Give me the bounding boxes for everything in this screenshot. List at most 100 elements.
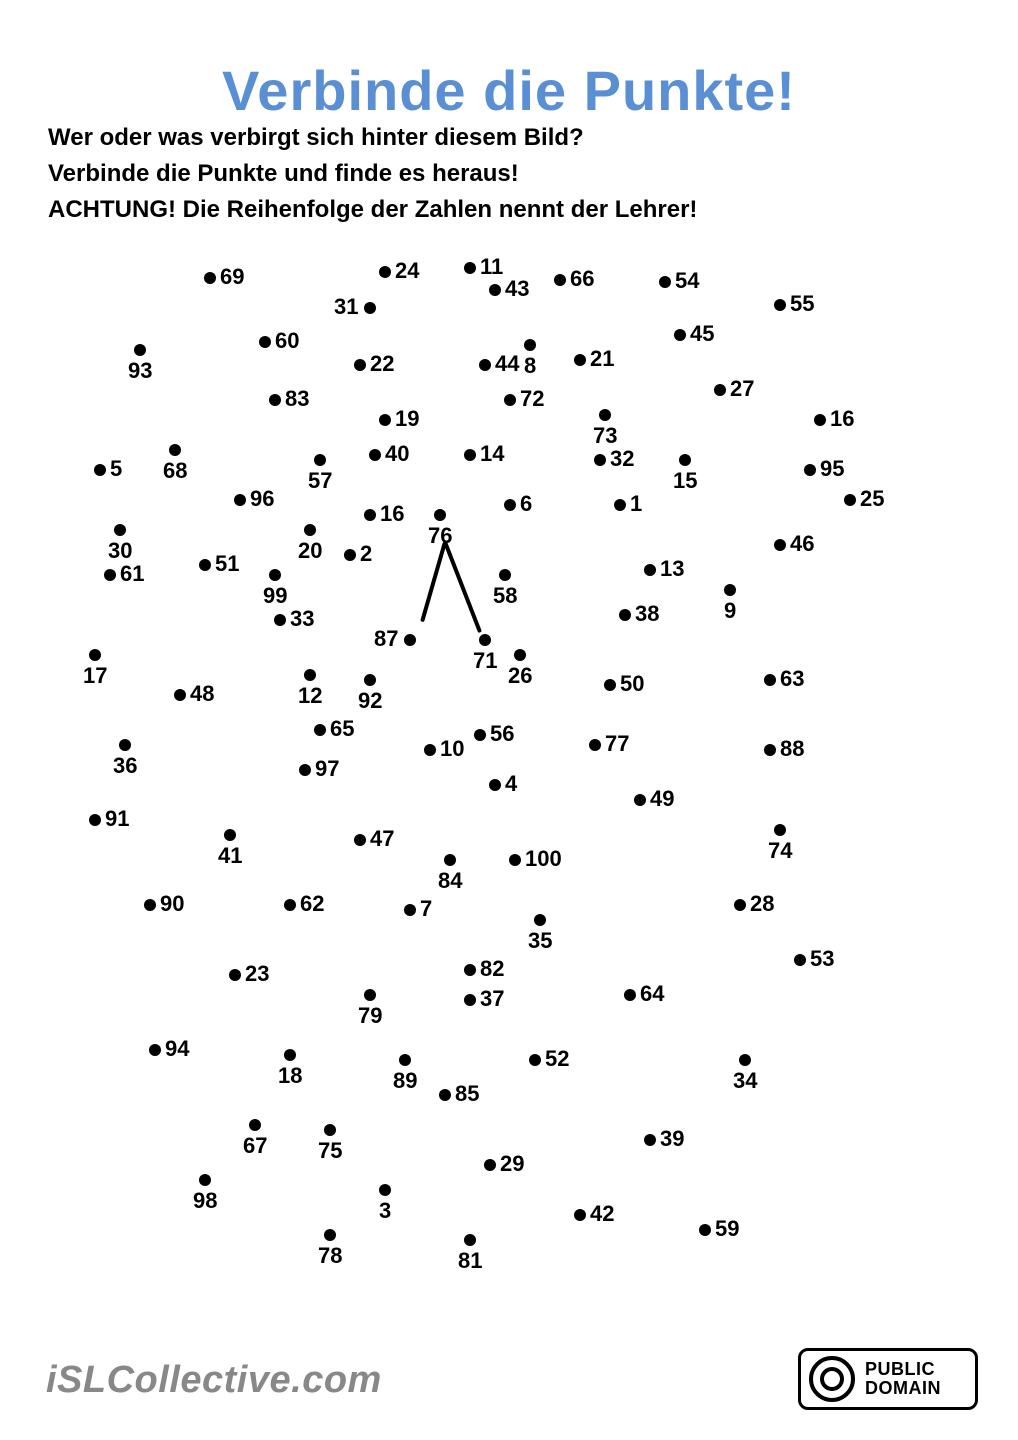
puzzle-dot: [104, 569, 116, 581]
dot-number-label: 26: [508, 663, 532, 689]
dot-number-label: 75: [318, 1138, 342, 1164]
dot-number-label: 16: [830, 406, 854, 432]
dot-number-label: 5: [110, 456, 122, 482]
dot-number-label: 60: [275, 328, 299, 354]
puzzle-dot: [529, 1054, 541, 1066]
puzzle-dot: [599, 409, 611, 421]
puzzle-dot: [354, 359, 366, 371]
dot-number-label: 6: [520, 491, 532, 517]
puzzle-dot: [804, 464, 816, 476]
dot-number-label: 38: [635, 601, 659, 627]
dot-number-label: 40: [385, 441, 409, 467]
dot-number-label: 87: [374, 626, 398, 652]
dot-number-label: 48: [190, 681, 214, 707]
intro-text: Wer oder was verbirgt sich hinter diesem…: [48, 120, 697, 228]
puzzle-dot: [364, 302, 376, 314]
puzzle-dot: [699, 1224, 711, 1236]
puzzle-dot: [304, 669, 316, 681]
dot-number-label: 37: [480, 986, 504, 1012]
drawn-line: [443, 541, 482, 632]
puzzle-dot: [199, 559, 211, 571]
puzzle-dot: [634, 794, 646, 806]
puzzle-dot: [739, 1054, 751, 1066]
dot-number-label: 66: [570, 266, 594, 292]
dot-number-label: 14: [480, 441, 504, 467]
puzzle-dot: [844, 494, 856, 506]
dot-number-label: 78: [318, 1243, 342, 1269]
puzzle-dot: [269, 569, 281, 581]
puzzle-dot: [504, 394, 516, 406]
puzzle-dot: [424, 744, 436, 756]
dot-number-label: 46: [790, 531, 814, 557]
dot-number-label: 79: [358, 1003, 382, 1029]
dot-number-label: 27: [730, 376, 754, 402]
intro-line: Verbinde die Punkte und finde es heraus!: [48, 156, 697, 192]
puzzle-dot: [369, 449, 381, 461]
watermark-text: iSLCollective.com: [46, 1359, 382, 1402]
dot-number-label: 15: [673, 468, 697, 494]
puzzle-dot: [554, 274, 566, 286]
puzzle-dot: [774, 824, 786, 836]
puzzle-dot: [644, 564, 656, 576]
dot-number-label: 100: [525, 846, 562, 872]
dot-number-label: 47: [370, 826, 394, 852]
puzzle-dot: [259, 336, 271, 348]
dot-number-label: 32: [610, 446, 634, 472]
dot-number-label: 58: [493, 583, 517, 609]
badge-line: DOMAIN: [865, 1379, 941, 1398]
dot-number-label: 36: [113, 753, 137, 779]
puzzle-dot: [234, 494, 246, 506]
puzzle-dot: [534, 914, 546, 926]
dot-number-label: 69: [220, 264, 244, 290]
puzzle-dot: [464, 994, 476, 1006]
puzzle-dot: [624, 989, 636, 1001]
dot-number-label: 42: [590, 1201, 614, 1227]
dot-number-label: 82: [480, 956, 504, 982]
puzzle-dot: [274, 614, 286, 626]
puzzle-dot: [229, 969, 241, 981]
dot-number-label: 56: [490, 721, 514, 747]
puzzle-dot: [379, 1184, 391, 1196]
puzzle-dot: [514, 649, 526, 661]
dot-number-label: 50: [620, 671, 644, 697]
puzzle-dot: [354, 834, 366, 846]
puzzle-dot: [324, 1124, 336, 1136]
puzzle-dot: [764, 674, 776, 686]
dot-number-label: 90: [160, 891, 184, 917]
puzzle-dot: [444, 854, 456, 866]
dot-number-label: 74: [768, 838, 792, 864]
puzzle-dot: [489, 284, 501, 296]
dot-number-label: 19: [395, 406, 419, 432]
puzzle-dot: [714, 384, 726, 396]
puzzle-dot: [284, 899, 296, 911]
puzzle-dot: [774, 299, 786, 311]
puzzle-dot: [439, 1089, 451, 1101]
dot-number-label: 98: [193, 1188, 217, 1214]
puzzle-dot: [464, 262, 476, 274]
dot-number-label: 89: [393, 1068, 417, 1094]
puzzle-dot: [674, 329, 686, 341]
dot-number-label: 44: [495, 351, 519, 377]
puzzle-dot: [199, 1174, 211, 1186]
cc-icon: [809, 1356, 855, 1402]
puzzle-dot: [679, 454, 691, 466]
dot-number-label: 94: [165, 1036, 189, 1062]
dot-number-label: 16: [380, 501, 404, 527]
puzzle-dot: [89, 649, 101, 661]
dot-number-label: 57: [308, 468, 332, 494]
puzzle-dot: [169, 444, 181, 456]
dot-number-label: 12: [298, 683, 322, 709]
dot-number-label: 63: [780, 666, 804, 692]
dot-number-label: 39: [660, 1126, 684, 1152]
puzzle-dot: [364, 509, 376, 521]
puzzle-dot: [764, 744, 776, 756]
puzzle-dot: [504, 499, 516, 511]
dot-number-label: 53: [810, 946, 834, 972]
dot-number-label: 17: [83, 663, 107, 689]
puzzle-dot: [499, 569, 511, 581]
dot-number-label: 92: [358, 688, 382, 714]
connect-dots-puzzle: 6924114366543155936084522442183722719731…: [40, 260, 978, 1340]
dot-number-label: 95: [820, 456, 844, 482]
puzzle-dot: [314, 454, 326, 466]
puzzle-dot: [299, 764, 311, 776]
